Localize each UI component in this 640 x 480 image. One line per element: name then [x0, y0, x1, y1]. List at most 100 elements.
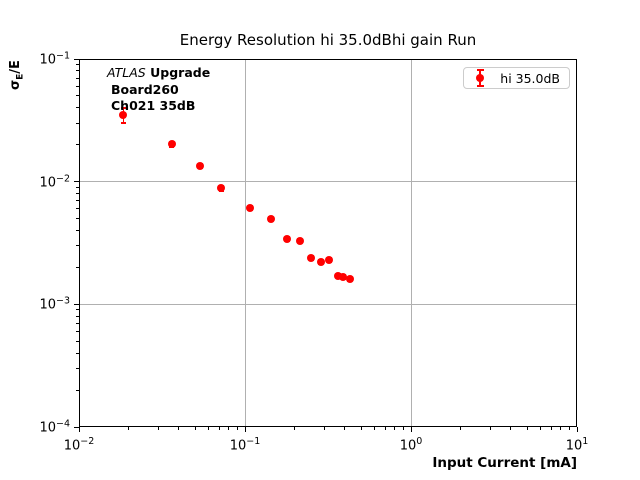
data-point: [316, 258, 325, 267]
axis-spine-right: [576, 59, 577, 427]
y-tick-label: 10−1: [39, 50, 70, 68]
errorbar-dot: [476, 74, 485, 82]
y-minor-tick: [76, 309, 79, 311]
data-point: [345, 275, 354, 284]
data-point: [334, 271, 343, 280]
grid-line-vertical: [244, 59, 246, 427]
x-minor-tick: [402, 427, 404, 430]
legend: hi 35.0dB: [463, 67, 570, 89]
x-minor-tick: [489, 427, 491, 430]
x-minor-tick: [394, 427, 396, 430]
y-tick-label: 10−2: [39, 172, 70, 191]
y-tick-label: 10−4: [39, 418, 70, 436]
x-minor-tick: [560, 427, 562, 430]
y-minor-tick: [76, 331, 79, 333]
annotation-line-1-rest: Upgrade: [150, 65, 211, 80]
x-tick-label: 10−2: [63, 436, 95, 454]
x-minor-tick: [157, 427, 159, 430]
data-point: [307, 253, 316, 262]
x-minor-tick: [218, 427, 220, 430]
data-point: [283, 235, 292, 244]
x-minor-tick: [294, 427, 296, 430]
y-axis-label-rest: /E: [8, 60, 23, 74]
errorbar-marker-icon: [473, 69, 487, 87]
axis-spine-left: [79, 59, 80, 427]
x-minor-tick: [568, 427, 570, 430]
error-bar-cap: [120, 122, 126, 124]
annotation-line-3: Ch021 35dB: [111, 98, 196, 113]
grid-line-horizontal: [79, 181, 577, 183]
y-minor-tick: [76, 64, 79, 66]
chart-title: Energy Resolution hi 35.0dBhi gain Run: [179, 31, 477, 49]
data-point: [119, 110, 128, 119]
x-tick-label: 100: [399, 436, 423, 454]
x-minor-tick: [526, 427, 528, 430]
plot-area: ATLAS Upgrade Board260 Ch021 35dB hi 35.0…: [39, 50, 588, 453]
y-minor-tick: [76, 95, 79, 97]
data-point: [325, 255, 334, 264]
x-minor-tick: [236, 427, 238, 430]
x-major-tick: [78, 427, 80, 432]
x-minor-tick: [510, 427, 512, 430]
x-major-tick: [244, 427, 246, 432]
y-minor-tick: [76, 322, 79, 324]
x-minor-tick: [178, 427, 180, 430]
x-minor-tick: [194, 427, 196, 430]
y-minor-tick: [76, 352, 79, 354]
data-point: [196, 162, 205, 171]
y-minor-tick: [76, 85, 79, 87]
error-bar-cap: [120, 107, 126, 109]
x-minor-tick: [384, 427, 386, 430]
annotation-line-2: Board260: [111, 81, 179, 97]
annotation-experiment: ATLAS: [107, 65, 146, 80]
legend-label: hi 35.0dB: [500, 70, 560, 86]
data-point: [266, 214, 275, 223]
y-minor-tick: [76, 229, 79, 231]
y-major-tick: [74, 426, 79, 428]
y-minor-tick: [76, 245, 79, 247]
data-point: [246, 203, 254, 212]
x-tick-label: 10−1: [229, 436, 261, 454]
axis-spine-top: [79, 59, 577, 60]
annotation-line-1: ATLAS Upgrade: [107, 65, 210, 82]
x-axis-label: Input Current [mA]: [432, 455, 577, 471]
data-point: [295, 236, 304, 245]
x-minor-tick: [460, 427, 462, 430]
y-axis-label: σE/E: [8, 60, 26, 90]
y-minor-tick: [76, 144, 79, 146]
grid-line-horizontal: [79, 303, 577, 305]
axis-spine-bottom: [79, 426, 577, 427]
y-minor-tick: [76, 340, 79, 342]
y-tick-label: 10−3: [39, 295, 70, 313]
x-minor-tick: [323, 427, 325, 430]
x-minor-tick: [207, 427, 209, 430]
y-major-tick: [74, 58, 79, 60]
errorbar-cap-bottom: [476, 85, 484, 87]
x-minor-tick: [550, 427, 552, 430]
y-axis-label-sub: E: [15, 73, 26, 80]
x-minor-tick: [228, 427, 230, 430]
x-major-tick: [576, 427, 578, 432]
y-minor-tick: [76, 367, 79, 369]
y-major-tick: [74, 303, 79, 305]
y-minor-tick: [76, 70, 79, 72]
x-tick-label: 101: [565, 436, 589, 454]
y-minor-tick: [76, 208, 79, 210]
y-minor-tick: [76, 218, 79, 220]
x-minor-tick: [344, 427, 346, 430]
atlas-annotation: ATLAS Upgrade Board260 Ch021 35dB: [107, 65, 210, 115]
x-major-tick: [410, 427, 412, 432]
y-minor-tick: [76, 389, 79, 391]
y-minor-tick: [76, 193, 79, 195]
y-axis-label-sigma: σ: [8, 79, 23, 90]
y-minor-tick: [76, 200, 79, 202]
errorbar-cap-top: [476, 69, 484, 71]
grid-line-vertical: [410, 59, 412, 427]
y-minor-tick: [76, 107, 79, 109]
x-minor-tick: [539, 427, 541, 430]
y-minor-tick: [76, 122, 79, 124]
x-minor-tick: [373, 427, 375, 430]
x-minor-tick: [360, 427, 362, 430]
y-major-tick: [74, 181, 79, 183]
y-minor-tick: [76, 77, 79, 79]
